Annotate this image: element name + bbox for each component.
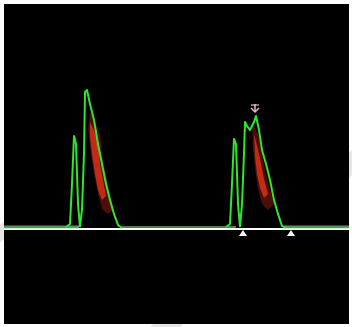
beat-2-spectral-fill — [252, 122, 274, 210]
beat-2-fill-bright — [254, 134, 268, 198]
start-marker-beat-2[interactable] — [239, 230, 247, 236]
end-marker-beat-2[interactable] — [287, 230, 295, 236]
beat-1-fill-bright — [90, 122, 106, 200]
beat-1-envelope-trace — [79, 89, 123, 229]
beat-2-pre-spike-trace — [225, 138, 241, 228]
doppler-waveform-viewer[interactable] — [4, 4, 349, 324]
waveform-canvas[interactable] — [4, 4, 349, 324]
beat-2-envelope-trace — [239, 115, 287, 229]
waveform-background — [4, 4, 349, 324]
beat-1-pre-spike-trace — [65, 135, 81, 228]
peak-velocity-cursor[interactable] — [250, 104, 260, 114]
beat-2-fill-dark — [252, 122, 274, 210]
